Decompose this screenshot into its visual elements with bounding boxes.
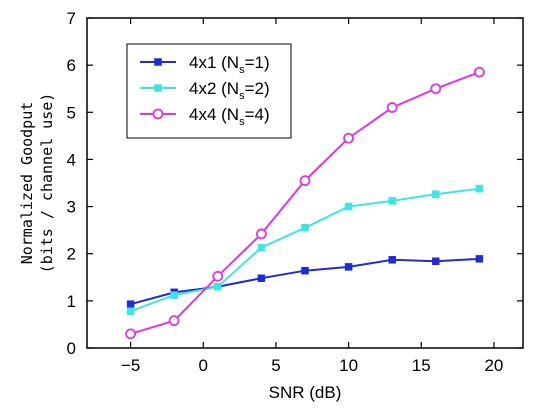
y-axis-title-line2: (bits / channel use) <box>38 93 56 274</box>
legend-label: 4x1 (Ns=1) <box>189 53 270 76</box>
legend-entry: 4x4 (Ns=4) <box>140 105 270 128</box>
data-point <box>257 274 266 282</box>
x-axis-title: SNR (dB) <box>269 383 342 402</box>
y-axis-title: Normalized Goodput (bits / channel use) <box>18 93 56 274</box>
legend-label-subscript: s <box>239 64 245 76</box>
data-point <box>344 202 353 211</box>
data-point <box>301 224 309 232</box>
legend-entry: 4x2 (Ns=2) <box>140 79 270 102</box>
data-point <box>388 197 396 205</box>
series-line <box>130 187 480 313</box>
y-tick-label: 2 <box>67 245 76 264</box>
data-point <box>152 108 164 120</box>
data-point <box>170 291 178 299</box>
y-tick-labels: 0 1 2 3 4 5 6 7 <box>67 9 76 358</box>
y-tick-label: 5 <box>67 103 76 122</box>
legend-entry: 4x1 (Ns=1) <box>140 53 270 76</box>
y-tick-label: 6 <box>67 56 76 75</box>
plot-frame <box>86 17 524 349</box>
y-tick-label: 3 <box>67 198 76 217</box>
y-tick-label: 1 <box>67 292 76 311</box>
series-3 <box>125 66 485 340</box>
legend-label-subscript: s <box>239 116 245 128</box>
data-point <box>126 300 135 308</box>
data-point <box>126 307 135 315</box>
data-point <box>299 175 311 187</box>
data-point <box>388 256 396 264</box>
x-tick-label: 15 <box>412 356 431 375</box>
y-tick-label: 0 <box>67 339 76 358</box>
legend-label-end: =2) <box>245 79 270 98</box>
legend-label: 4x4 (Ns=4) <box>189 105 270 128</box>
data-point <box>125 328 137 340</box>
data-point <box>257 243 266 252</box>
data-point <box>386 102 398 113</box>
y-tick-label: 7 <box>67 9 76 28</box>
legend-label-subscript: s <box>239 90 245 102</box>
series-layer <box>125 66 485 340</box>
x-tick-label: −5 <box>121 356 140 375</box>
x-tick-label: 5 <box>271 356 280 375</box>
series-line <box>130 257 480 306</box>
legend-label: 4x2 (Ns=2) <box>189 79 270 102</box>
data-point <box>430 83 442 95</box>
legend-label-end: =4) <box>245 105 270 124</box>
x-tick-label: 0 <box>199 356 208 375</box>
x-tick-labels: −5 0 5 10 15 20 <box>121 356 503 375</box>
data-point <box>475 255 484 263</box>
data-point <box>212 270 224 282</box>
data-point <box>301 266 309 275</box>
axis-ticks <box>87 17 523 349</box>
data-point <box>344 263 353 271</box>
x-tick-label: 10 <box>339 356 358 375</box>
data-point <box>255 228 267 240</box>
data-point <box>168 315 180 327</box>
legend-label-end: =1) <box>245 53 270 72</box>
y-tick-label: 4 <box>67 150 76 169</box>
data-point <box>475 184 484 193</box>
data-point <box>432 190 440 199</box>
series-1 <box>126 255 484 308</box>
y-axis-title-line1: Normalized Goodput <box>18 102 36 265</box>
data-point <box>473 66 485 78</box>
data-point <box>154 58 162 66</box>
data-point <box>432 257 440 266</box>
legend: 4x1 (Ns=1) 4x2 (Ns=2) 4x4 (Ns=4) <box>126 43 292 139</box>
data-point <box>214 282 222 291</box>
data-point <box>154 84 162 92</box>
x-tick-label: 20 <box>484 356 503 375</box>
data-point <box>343 132 355 144</box>
series-2 <box>126 184 484 315</box>
